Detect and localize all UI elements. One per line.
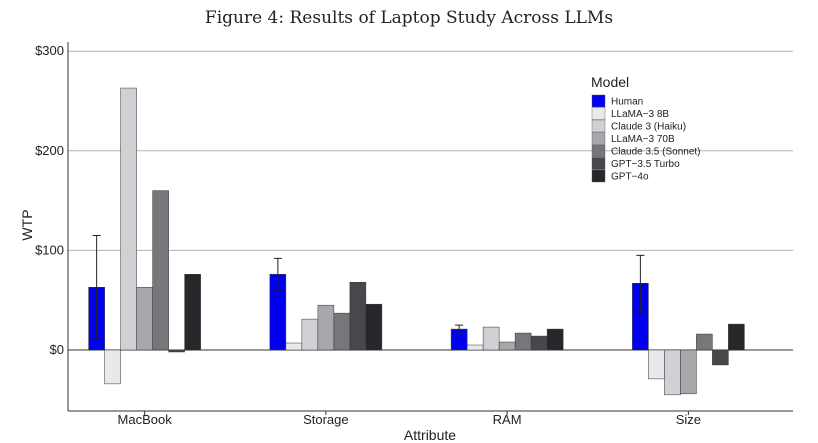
y-tick-label: $300 xyxy=(35,43,64,58)
legend-swatch-gpt-3-5-turbo xyxy=(591,157,606,170)
legend-label-claude-3-5-sonnet: Claude 3.5 (Sonnet) xyxy=(611,147,701,158)
bar-gpt-3-5-turbo-size xyxy=(712,349,729,366)
y-axis-title: WTP xyxy=(19,209,35,240)
error-bars xyxy=(92,234,645,339)
x-tick-label: RAM xyxy=(493,412,522,427)
bars xyxy=(88,87,745,396)
legend-label-llama-3-8b: LLaMA−3 8B xyxy=(611,109,669,120)
legend-label-gpt-3-5-turbo: GPT−3.5 Turbo xyxy=(611,159,680,170)
bar-llama-3-70b-size xyxy=(680,349,697,395)
bar-claude-3-5-sonnet-ram xyxy=(514,332,532,351)
bar-llama-3-70b-ram xyxy=(498,341,516,351)
bar-gpt-3-5-turbo-ram xyxy=(530,335,548,351)
bar-claude-3-5-sonnet-macbook xyxy=(152,190,169,351)
y-tick-label: $200 xyxy=(35,143,64,158)
bar-llama-3-70b-macbook xyxy=(136,287,153,351)
x-axis-ticks: MacBook Storage RAM Size xyxy=(118,411,701,427)
y-tick-label: $100 xyxy=(35,242,64,257)
legend-label-llama-3-70b: LLaMA−3 70B xyxy=(611,134,675,145)
legend-label-gpt-4o: GPT−4o xyxy=(611,172,649,183)
bar-llama-3-8b-size xyxy=(648,349,665,380)
legend-swatch-llama-3-70b xyxy=(591,132,606,145)
x-tick-label: MacBook xyxy=(118,412,173,427)
bar-gpt-4o-storage xyxy=(365,303,383,351)
legend-swatch-gpt-4o xyxy=(591,169,606,183)
bar-gpt-4o-ram xyxy=(546,328,564,351)
legend-swatch-human xyxy=(591,94,606,108)
legend-swatch-llama-3-8b xyxy=(591,107,606,120)
bar-llama-3-8b-ram xyxy=(466,344,484,351)
bar-llama-3-8b-storage xyxy=(285,342,303,351)
bar-gpt-3-5-turbo-macbook xyxy=(168,349,185,353)
bar-claude-3-haiku-storage xyxy=(301,318,319,351)
bar-claude-3-haiku-size xyxy=(664,349,681,396)
legend-label-claude-3-haiku: Claude 3 (Haiku) xyxy=(611,122,686,133)
y-axis-ticks: $0 $100 $200 $300 xyxy=(35,43,64,357)
bar-claude-3-5-sonnet-size xyxy=(696,333,713,351)
bar-claude-3-5-sonnet-storage xyxy=(333,312,351,351)
grid-lines xyxy=(68,50,793,351)
bar-gpt-4o-macbook xyxy=(184,274,201,351)
bar-gpt-3-5-turbo-storage xyxy=(349,282,367,351)
legend-label-human: Human xyxy=(611,97,643,108)
bar-claude-3-haiku-macbook xyxy=(120,87,137,351)
x-axis-title: Attribute xyxy=(404,427,456,443)
legend-title: Model xyxy=(591,74,629,90)
bar-claude-3-haiku-ram xyxy=(482,326,500,351)
bar-llama-3-70b-storage xyxy=(317,304,335,351)
y-tick-label: $0 xyxy=(50,342,64,357)
bar-llama-3-8b-macbook xyxy=(104,349,121,385)
bar-gpt-4o-size xyxy=(728,323,745,351)
x-tick-label: Size xyxy=(676,412,701,427)
chart-title: Figure 4: Results of Laptop Study Across… xyxy=(205,8,613,28)
legend-swatch-claude-3-5-sonnet xyxy=(591,144,606,158)
x-tick-label: Storage xyxy=(303,412,349,427)
legend-swatch-claude-3-haiku xyxy=(591,119,606,133)
